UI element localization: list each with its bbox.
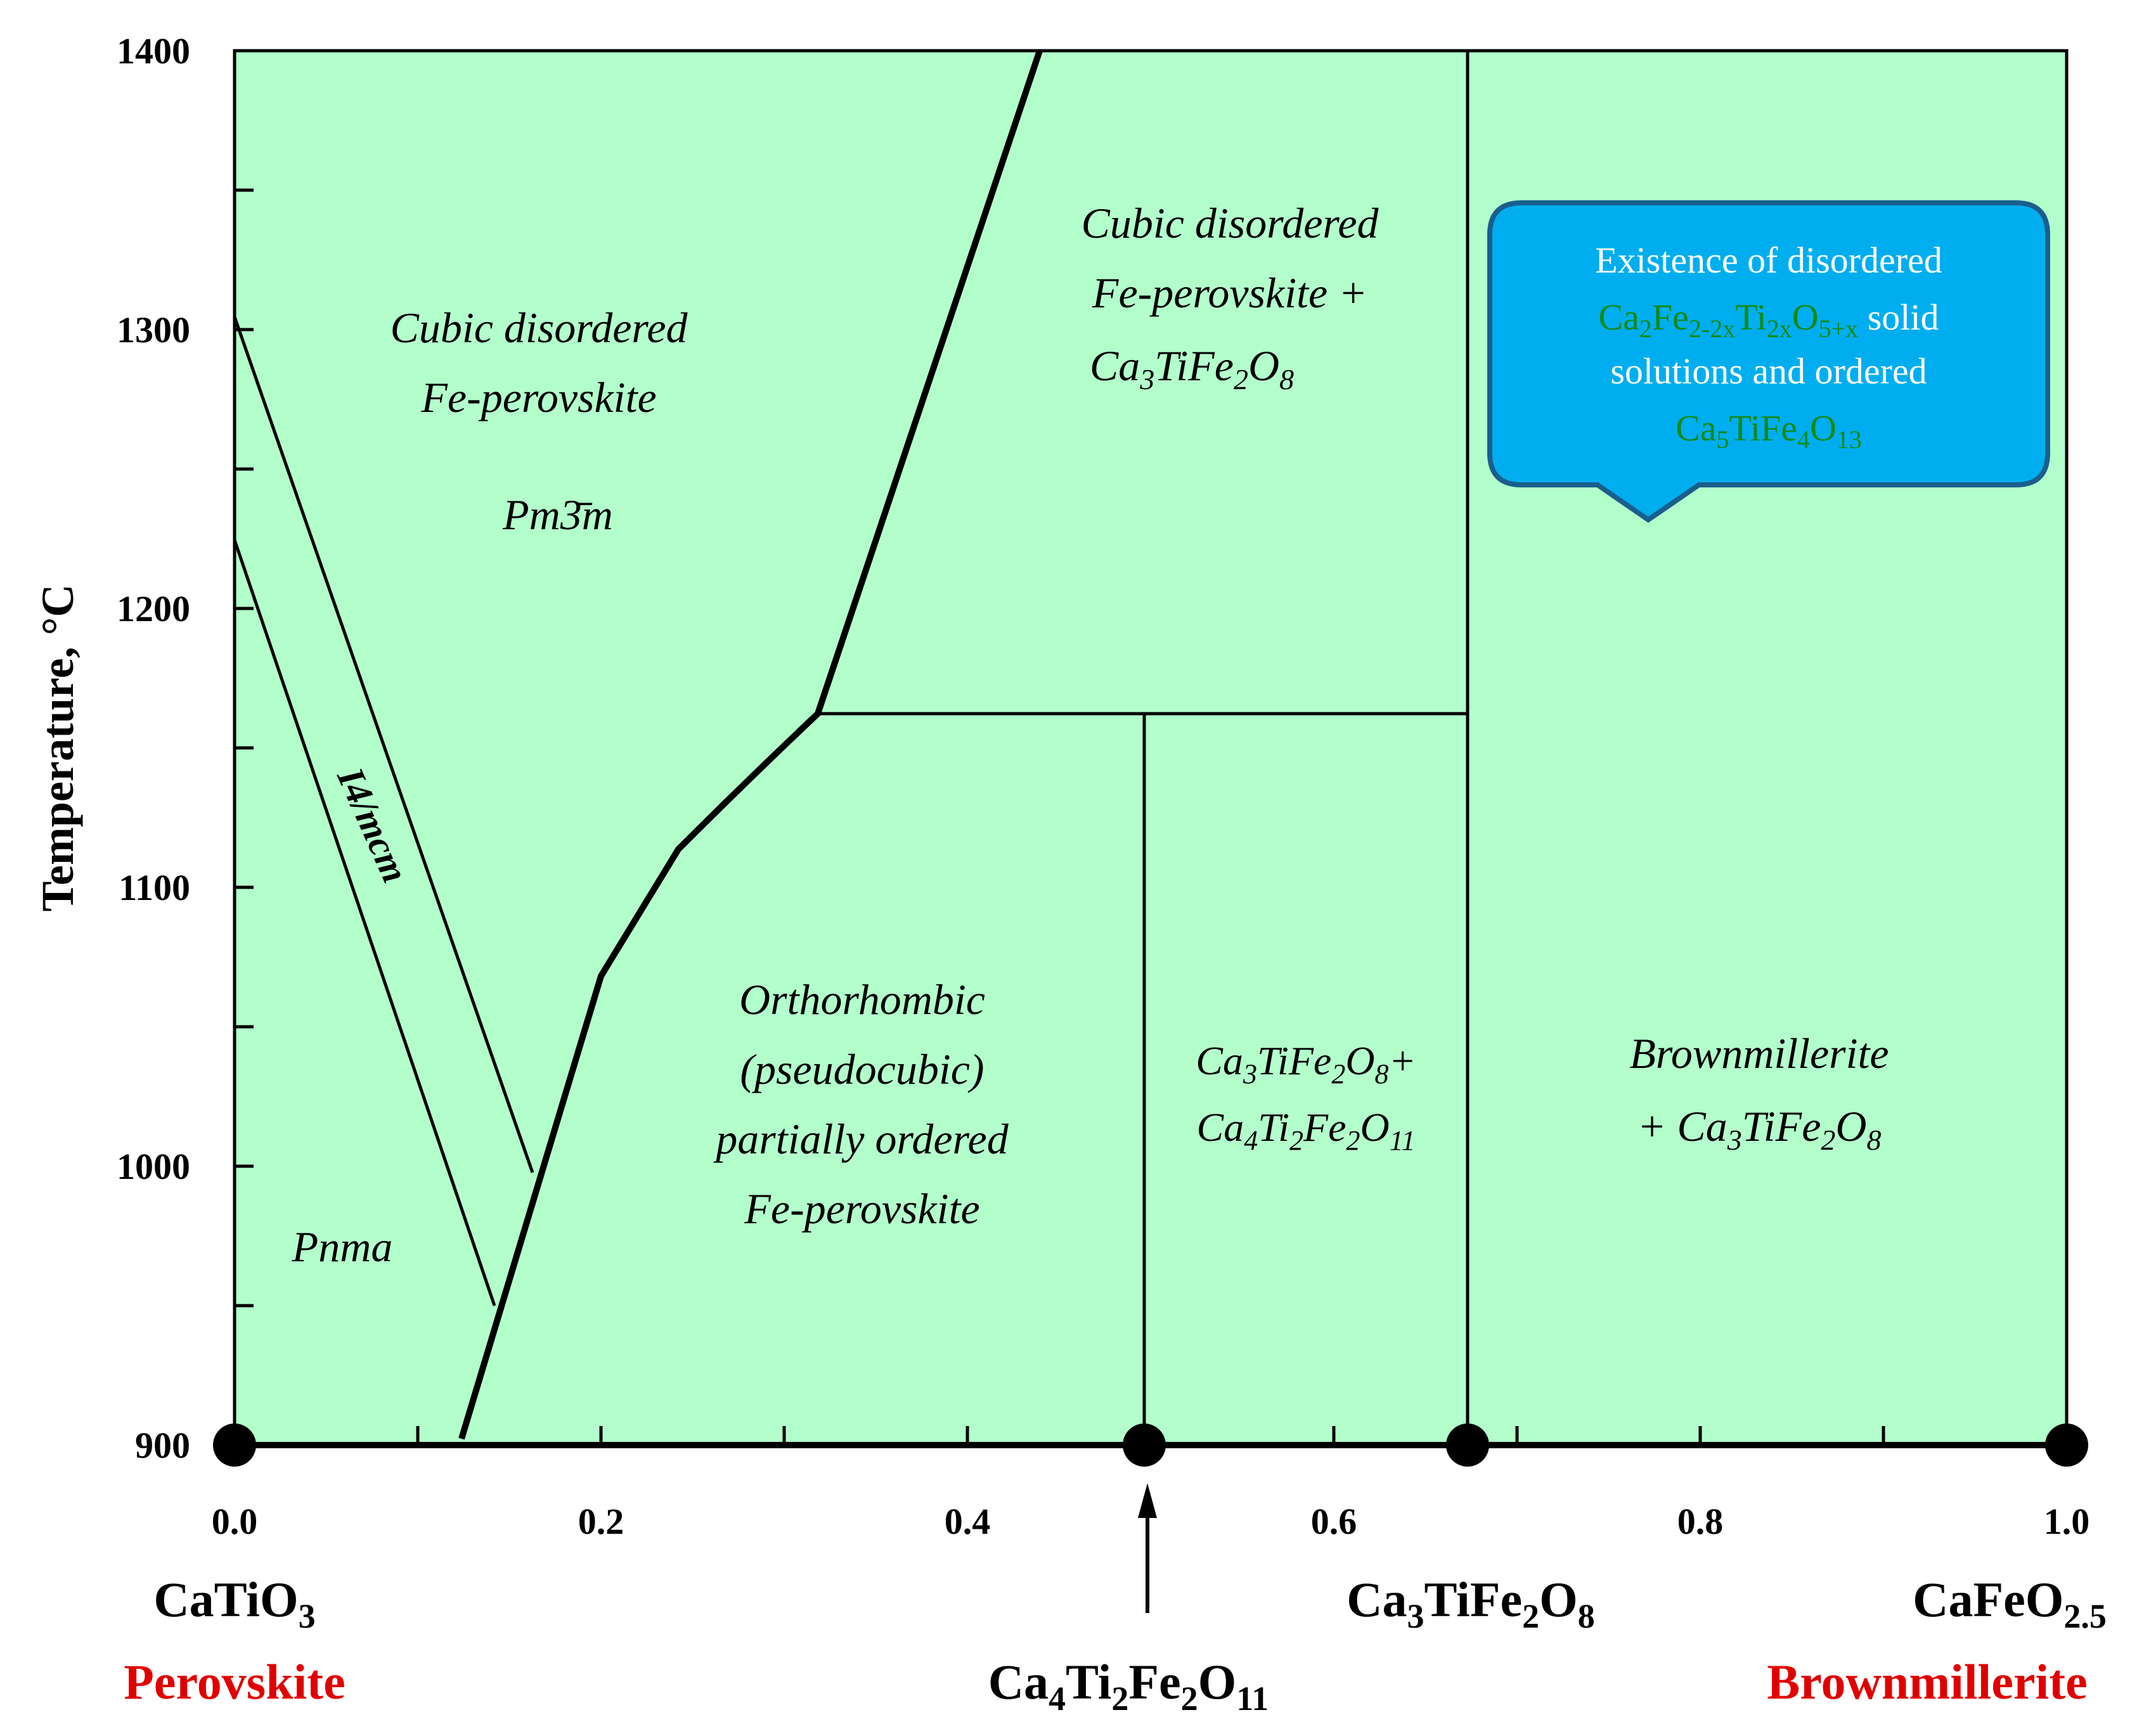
region-ortho-line4: Fe-perovskite: [744, 1185, 979, 1233]
region-ortho-line1: Orthorhombic: [739, 975, 985, 1024]
x-tick-label: 0.4: [945, 1501, 991, 1542]
callout-box: [1487, 200, 2050, 523]
region-cubic-left-line1: Cubic disordered: [390, 304, 688, 352]
region-brownmillerite-line1: Brownmillerite: [1629, 1029, 1889, 1077]
y-tick-label: 1200: [117, 588, 190, 629]
cubic-tetragonal-boundary: [233, 316, 534, 1173]
x-tick-label: 0.8: [1677, 1501, 1724, 1542]
composition-ca3-formula: Ca3TiFe2O8: [1346, 1572, 1595, 1635]
y-tick-label: 1400: [117, 30, 190, 72]
region-two-phase-line2: Ca4Ti2Fe2O11: [1197, 1105, 1416, 1156]
space-group-pm3m: Pm3̄m: [502, 491, 613, 539]
x-tick-label: 0.6: [1311, 1501, 1357, 1542]
x-tick-label: 1.0: [2044, 1501, 2090, 1542]
region-ortho-line2: (pseudocubic): [740, 1045, 984, 1093]
callout-line2: Ca2Fe2-2xTi2xO5+x solid: [1598, 297, 1939, 343]
y-axis-title: Temperature, °C: [32, 584, 83, 912]
composition-left-formula: CaTiO3: [153, 1572, 315, 1635]
space-group-pnma: Pnma: [292, 1223, 393, 1271]
y-tick-label: 900: [135, 1425, 190, 1466]
y-tick-label: 1300: [117, 309, 190, 350]
perovskite-main-boundary: [458, 49, 1043, 1440]
composition-right-formula: CaFeO2.5: [1913, 1572, 2107, 1635]
composition-left-mineral: Perovskite: [124, 1654, 345, 1709]
callout-line4: Ca5TiFe4O13: [1676, 408, 1862, 454]
composition-middle-formula: Ca4Ti2Fe2O11: [988, 1654, 1269, 1718]
region-cubic-left-line2: Fe-perovskite: [420, 373, 656, 421]
region-brownmillerite-line2: + Ca3TiFe2O8: [1637, 1102, 1881, 1156]
arrow-icon: [1138, 1483, 1157, 1613]
callout-line3: solutions and ordered: [1610, 350, 1927, 392]
x-tick-label: 0.2: [578, 1501, 624, 1542]
region-ortho-line3: partially ordered: [713, 1115, 1009, 1163]
phase-boundaries: [233, 49, 1469, 1445]
y-axis-ticks: [235, 49, 254, 1308]
y-tick-label: 1000: [117, 1146, 190, 1187]
y-tick-label: 1100: [119, 867, 190, 908]
region-cubic-right-line1: Cubic disordered: [1081, 199, 1379, 247]
region-cubic-right-line3: Ca3TiFe2O8: [1090, 342, 1294, 395]
tetragonal-orthorhombic-boundary: [233, 539, 496, 1306]
region-cubic-right-line2: Fe-perovskite +: [1092, 269, 1367, 317]
composition-markers: [213, 1424, 2088, 1467]
callout-line1: Existence of disordered: [1595, 240, 1942, 281]
x-tick-label: 0.0: [212, 1501, 258, 1542]
composition-right-mineral: Brownmillerite: [1767, 1654, 2087, 1709]
